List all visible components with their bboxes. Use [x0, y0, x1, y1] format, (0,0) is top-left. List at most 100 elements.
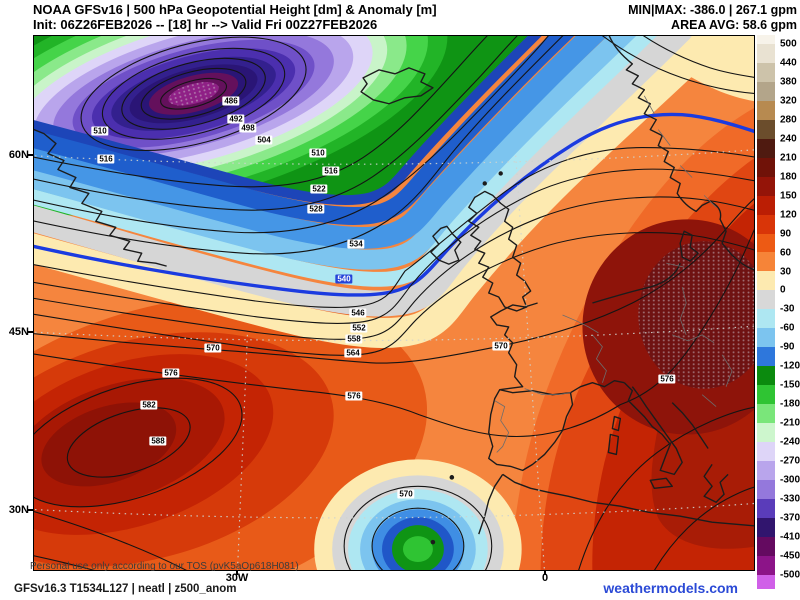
lon-tick [544, 570, 546, 575]
colorbar-segment [757, 385, 775, 405]
colorbar-segment [757, 252, 775, 272]
lat-label-45n: 45N [8, 326, 29, 338]
contour-540-highlight [34, 112, 754, 297]
colorbar-segment [757, 423, 775, 443]
coastlines [34, 36, 754, 545]
northsea-coast [592, 262, 681, 304]
colorbar-segment [757, 366, 775, 386]
colorbar-segment [757, 442, 775, 461]
colorbar-segment [757, 44, 775, 63]
colorbar-tick-label: 180 [780, 171, 797, 183]
contour-label-546: 546 [349, 308, 367, 318]
colorbar-tick-label: 90 [780, 228, 792, 240]
colorbar-tick-label: 500 [780, 38, 797, 50]
contour-label-564: 564 [344, 348, 362, 358]
colorbar-segment [757, 233, 775, 253]
graticule [34, 149, 754, 570]
map-image: 486 492 498 504 510 510 516 516 522 528 534 540 546 5… [33, 35, 755, 571]
contour-label-570: 570 [492, 341, 510, 351]
colorbar-segment [757, 290, 775, 310]
lat-tick [28, 154, 34, 156]
italy-coast [623, 382, 683, 476]
iceland-coast [360, 67, 434, 105]
colorbar-tick-label: 120 [780, 209, 797, 221]
colorbar-segment [757, 555, 775, 575]
colorbar-tick-label: 280 [780, 114, 797, 126]
ireland-coast [430, 225, 462, 265]
lat-tick [28, 331, 34, 333]
spain-north-coast [499, 388, 571, 396]
page-title: NOAA GFSv16 | 500 hPa Geopotential Heigh… [33, 2, 437, 17]
colorbar-tick-label: -500 [780, 569, 800, 581]
colorbar-segment [757, 404, 775, 424]
colorbar-tick-label: -410 [780, 531, 800, 543]
contour-label-558: 558 [345, 334, 363, 344]
brand-link[interactable]: weathermodels.com [603, 580, 738, 596]
anomaly-fill-field [34, 36, 754, 570]
tos-watermark: Personal use only according to our TOS (… [30, 561, 299, 572]
contour-label-510: 510 [91, 126, 109, 136]
colorbar-tick-label: 320 [780, 95, 797, 107]
contour-label-498: 498 [239, 123, 257, 133]
anomaly-map-svg [34, 36, 754, 570]
init-valid-line: Init: 06Z26FEB2026 -- [18] hr --> Valid … [33, 17, 378, 32]
colorbar-tick-label: -60 [780, 322, 795, 334]
model-info-text: GFSv16.3 T1534L127 | neatl | z500_anom [14, 583, 237, 595]
colorbar-segment [757, 309, 775, 329]
colorbar-segment [757, 119, 775, 139]
contour-label-576: 576 [162, 368, 180, 378]
colorbar-segment [757, 35, 775, 44]
lat-label-30n: 30N [8, 504, 29, 516]
colorbar-tick-label: 210 [780, 152, 797, 164]
contour-label-510: 510 [309, 148, 327, 158]
denmark-coast [679, 230, 699, 262]
chart-header: NOAA GFSv16 | 500 hPa Geopotential Heigh… [33, 2, 437, 32]
contour-label-516: 516 [322, 166, 340, 176]
contour-label-522: 522 [310, 184, 328, 194]
colorbar-segment [757, 81, 775, 101]
colorbar-tick-label: -240 [780, 436, 800, 448]
colorbar-segment [757, 214, 775, 234]
colorbar-tick-label: 150 [780, 190, 797, 202]
colorbar-tick-label: -450 [780, 550, 800, 562]
contour-label-540: 540 [335, 274, 353, 284]
contour-label-576: 576 [345, 391, 363, 401]
minmax-value: MIN|MAX: -386.0 | 267.1 gpm [628, 3, 797, 17]
colorbar-segment [757, 574, 775, 589]
contour-label-516: 516 [97, 154, 115, 164]
colorbar-segment [757, 479, 775, 499]
country-borders [494, 95, 733, 453]
colorbar-tick-label: 60 [780, 247, 792, 259]
colorbar [757, 35, 775, 589]
colorbar-tick-label: -270 [780, 455, 800, 467]
colorbar-segment [757, 195, 775, 215]
colorbar-segment [757, 271, 775, 291]
colorbar-tick-label: 440 [780, 57, 797, 69]
contour-label-582: 582 [140, 400, 158, 410]
colorbar-tick-label: 30 [780, 266, 792, 278]
contour-label-588: 588 [149, 436, 167, 446]
colorbar-tick-label: -330 [780, 493, 800, 505]
colorbar-tick-label: -90 [780, 341, 795, 353]
stats-block: MIN|MAX: -386.0 | 267.1 gpm AREA AVG: 58… [628, 3, 797, 32]
colorbar-tick-label: -370 [780, 512, 800, 524]
trough-anomaly-bands [34, 36, 733, 348]
africa-coast [478, 473, 754, 535]
colorbar-tick-label: 240 [780, 133, 797, 145]
balkans-coast [671, 402, 729, 503]
colorbar-segment [757, 62, 775, 82]
norway-coast [608, 36, 754, 271]
contour-label-552: 552 [350, 323, 368, 333]
contour-label-504: 504 [255, 135, 273, 145]
contour-label-486: 486 [222, 96, 240, 106]
lon-tick [236, 570, 238, 575]
colorbar-segment [757, 138, 775, 158]
lat-tick [28, 509, 34, 511]
contour-label-534: 534 [347, 239, 365, 249]
colorbar-segment [757, 328, 775, 348]
colorbar-tick-label: -150 [780, 379, 800, 391]
colorbar-segment [757, 536, 775, 556]
colorbar-segment [757, 517, 775, 537]
contour-label-492: 492 [227, 114, 245, 124]
